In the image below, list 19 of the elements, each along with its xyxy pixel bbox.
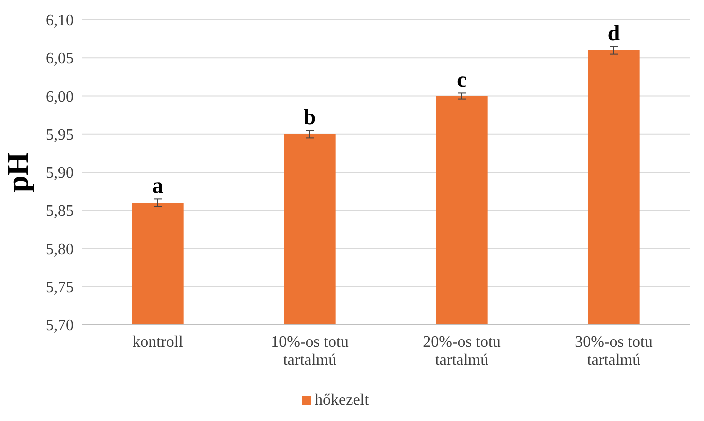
y-tick-label: 6,10 [46,12,74,30]
y-axis-title: pH [2,152,35,193]
x-tick-label: 10%-os totu tartalmú [271,334,349,369]
y-tick-label: 5,75 [46,279,74,296]
y-tick-label: 6,05 [46,50,74,68]
y-tick-label: 5,95 [46,126,74,144]
annotation: c [457,67,468,92]
y-tick-label: 6,00 [46,88,74,106]
x-tick-label: 20%-os totu tartalmú [423,334,501,369]
y-tick-label: 5,85 [46,203,74,220]
x-tick-label: 30%-os totu tartalmú [575,334,653,369]
y-tick-label: 5,70 [46,318,74,335]
annotation: d [608,20,620,46]
y-tick-label: 5,90 [46,165,74,182]
y-tick-label: 5,80 [46,241,74,258]
legend-label: hőkezelt [315,392,370,409]
annotation: b [304,104,316,130]
annotation: a [152,173,164,198]
x-tick-label: kontroll [132,334,184,351]
